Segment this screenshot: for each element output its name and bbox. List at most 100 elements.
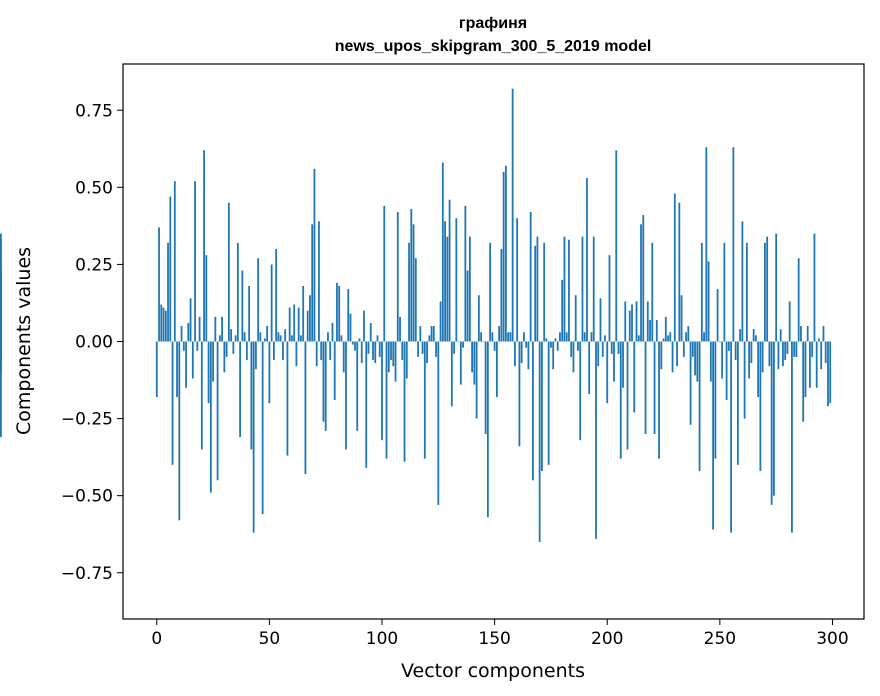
bar-269: [761, 341, 764, 373]
bar-43: [252, 341, 255, 533]
bar-176: [552, 341, 555, 370]
bar-281: [788, 301, 791, 342]
bar-255: [730, 341, 733, 533]
bar-152: [498, 326, 501, 342]
bar-154: [502, 171, 505, 342]
bar-172: [543, 242, 546, 342]
bar-123: [432, 326, 435, 342]
bar-34: [232, 341, 235, 354]
bar-144: [480, 332, 483, 342]
bar-64: [300, 335, 302, 342]
y-tick-label: 0.25: [75, 255, 113, 275]
chart-title: графиня: [459, 15, 527, 32]
bar-210: [628, 310, 631, 342]
bar-245: [707, 261, 710, 342]
x-tick-label: 250: [704, 629, 736, 649]
bar-252: [723, 242, 726, 342]
bar-141: [473, 341, 476, 385]
bar-189: [581, 236, 584, 342]
bar-226: [664, 316, 667, 342]
bar-293: [815, 341, 818, 388]
bar-218: [646, 301, 649, 342]
bar-209: [626, 341, 629, 450]
bar-79: [333, 341, 336, 401]
bar-104: [390, 341, 392, 360]
bar-52: [273, 341, 275, 360]
bar-278: [782, 341, 784, 367]
bar-20: [200, 341, 203, 450]
bar-undefined: [0, 233, 2, 342]
bar-undefined: [0, 326, 2, 342]
bar-70: [313, 168, 316, 342]
bar-203: [613, 341, 615, 382]
bar-3: [162, 307, 165, 342]
bar-227: [667, 335, 669, 342]
bar-198: [601, 341, 604, 357]
bar-186: [574, 295, 577, 342]
bar-155: [504, 165, 507, 342]
bar-53: [275, 249, 278, 342]
bar-236: [687, 326, 690, 342]
bar-137: [464, 205, 467, 342]
bar-280: [786, 341, 789, 354]
bar-205: [617, 341, 620, 354]
bar-184: [570, 341, 573, 357]
bar-289: [806, 326, 809, 342]
bar-1: [158, 227, 160, 342]
bar-18: [196, 341, 199, 351]
bar-272: [768, 341, 771, 367]
bar-124: [435, 341, 437, 357]
bar-112: [408, 242, 410, 342]
bar-276: [777, 341, 780, 370]
bar-251: [721, 341, 724, 379]
bars-group: [0, 88, 832, 542]
bar-291: [811, 341, 814, 357]
bar-47: [261, 341, 264, 515]
bar-214: [637, 335, 640, 342]
bar-248: [714, 341, 717, 459]
bar-108: [399, 316, 401, 342]
bar-41: [248, 286, 251, 342]
bar-240: [696, 341, 699, 382]
bar-228: [669, 332, 672, 342]
bar-133: [455, 218, 458, 342]
bar-55: [279, 335, 282, 342]
x-tick-label: 100: [366, 629, 398, 649]
bar-275: [775, 233, 778, 342]
bar-246: [709, 341, 712, 382]
bar-201: [608, 255, 611, 342]
bar-0: [155, 341, 158, 397]
y-tick-label: −0.50: [61, 487, 113, 507]
bar-95: [369, 323, 372, 342]
bar-109: [401, 341, 404, 360]
bar-119: [423, 341, 426, 459]
bar-118: [421, 341, 424, 354]
bar-282: [791, 341, 793, 533]
bar-71: [315, 341, 318, 367]
x-axis-label: Vector components: [401, 660, 585, 682]
bar-204: [615, 150, 618, 342]
bar-99: [378, 341, 381, 357]
bar-106: [394, 341, 397, 382]
bar-143: [477, 295, 480, 342]
bar-80: [336, 282, 338, 342]
bar-48: [263, 338, 266, 342]
bar-297: [824, 341, 827, 364]
bar-162: [520, 341, 523, 364]
bar-249: [716, 289, 719, 342]
bar-6: [169, 196, 172, 342]
bar-158: [511, 88, 514, 342]
bar-97: [374, 341, 377, 364]
bar-211: [631, 304, 633, 342]
bar-283: [793, 341, 796, 357]
bar-111: [405, 341, 408, 379]
x-tick-label: 300: [816, 629, 848, 649]
bar-185: [572, 341, 575, 373]
y-axis-ticks: −0.75 −0.50 −0.25 0.00 0.25 0.50 0.75: [61, 101, 123, 584]
x-tick-label: 150: [478, 629, 510, 649]
bar-19: [198, 316, 201, 342]
bar-93: [365, 341, 368, 468]
bar-183: [568, 239, 570, 342]
bar-37: [239, 341, 242, 438]
